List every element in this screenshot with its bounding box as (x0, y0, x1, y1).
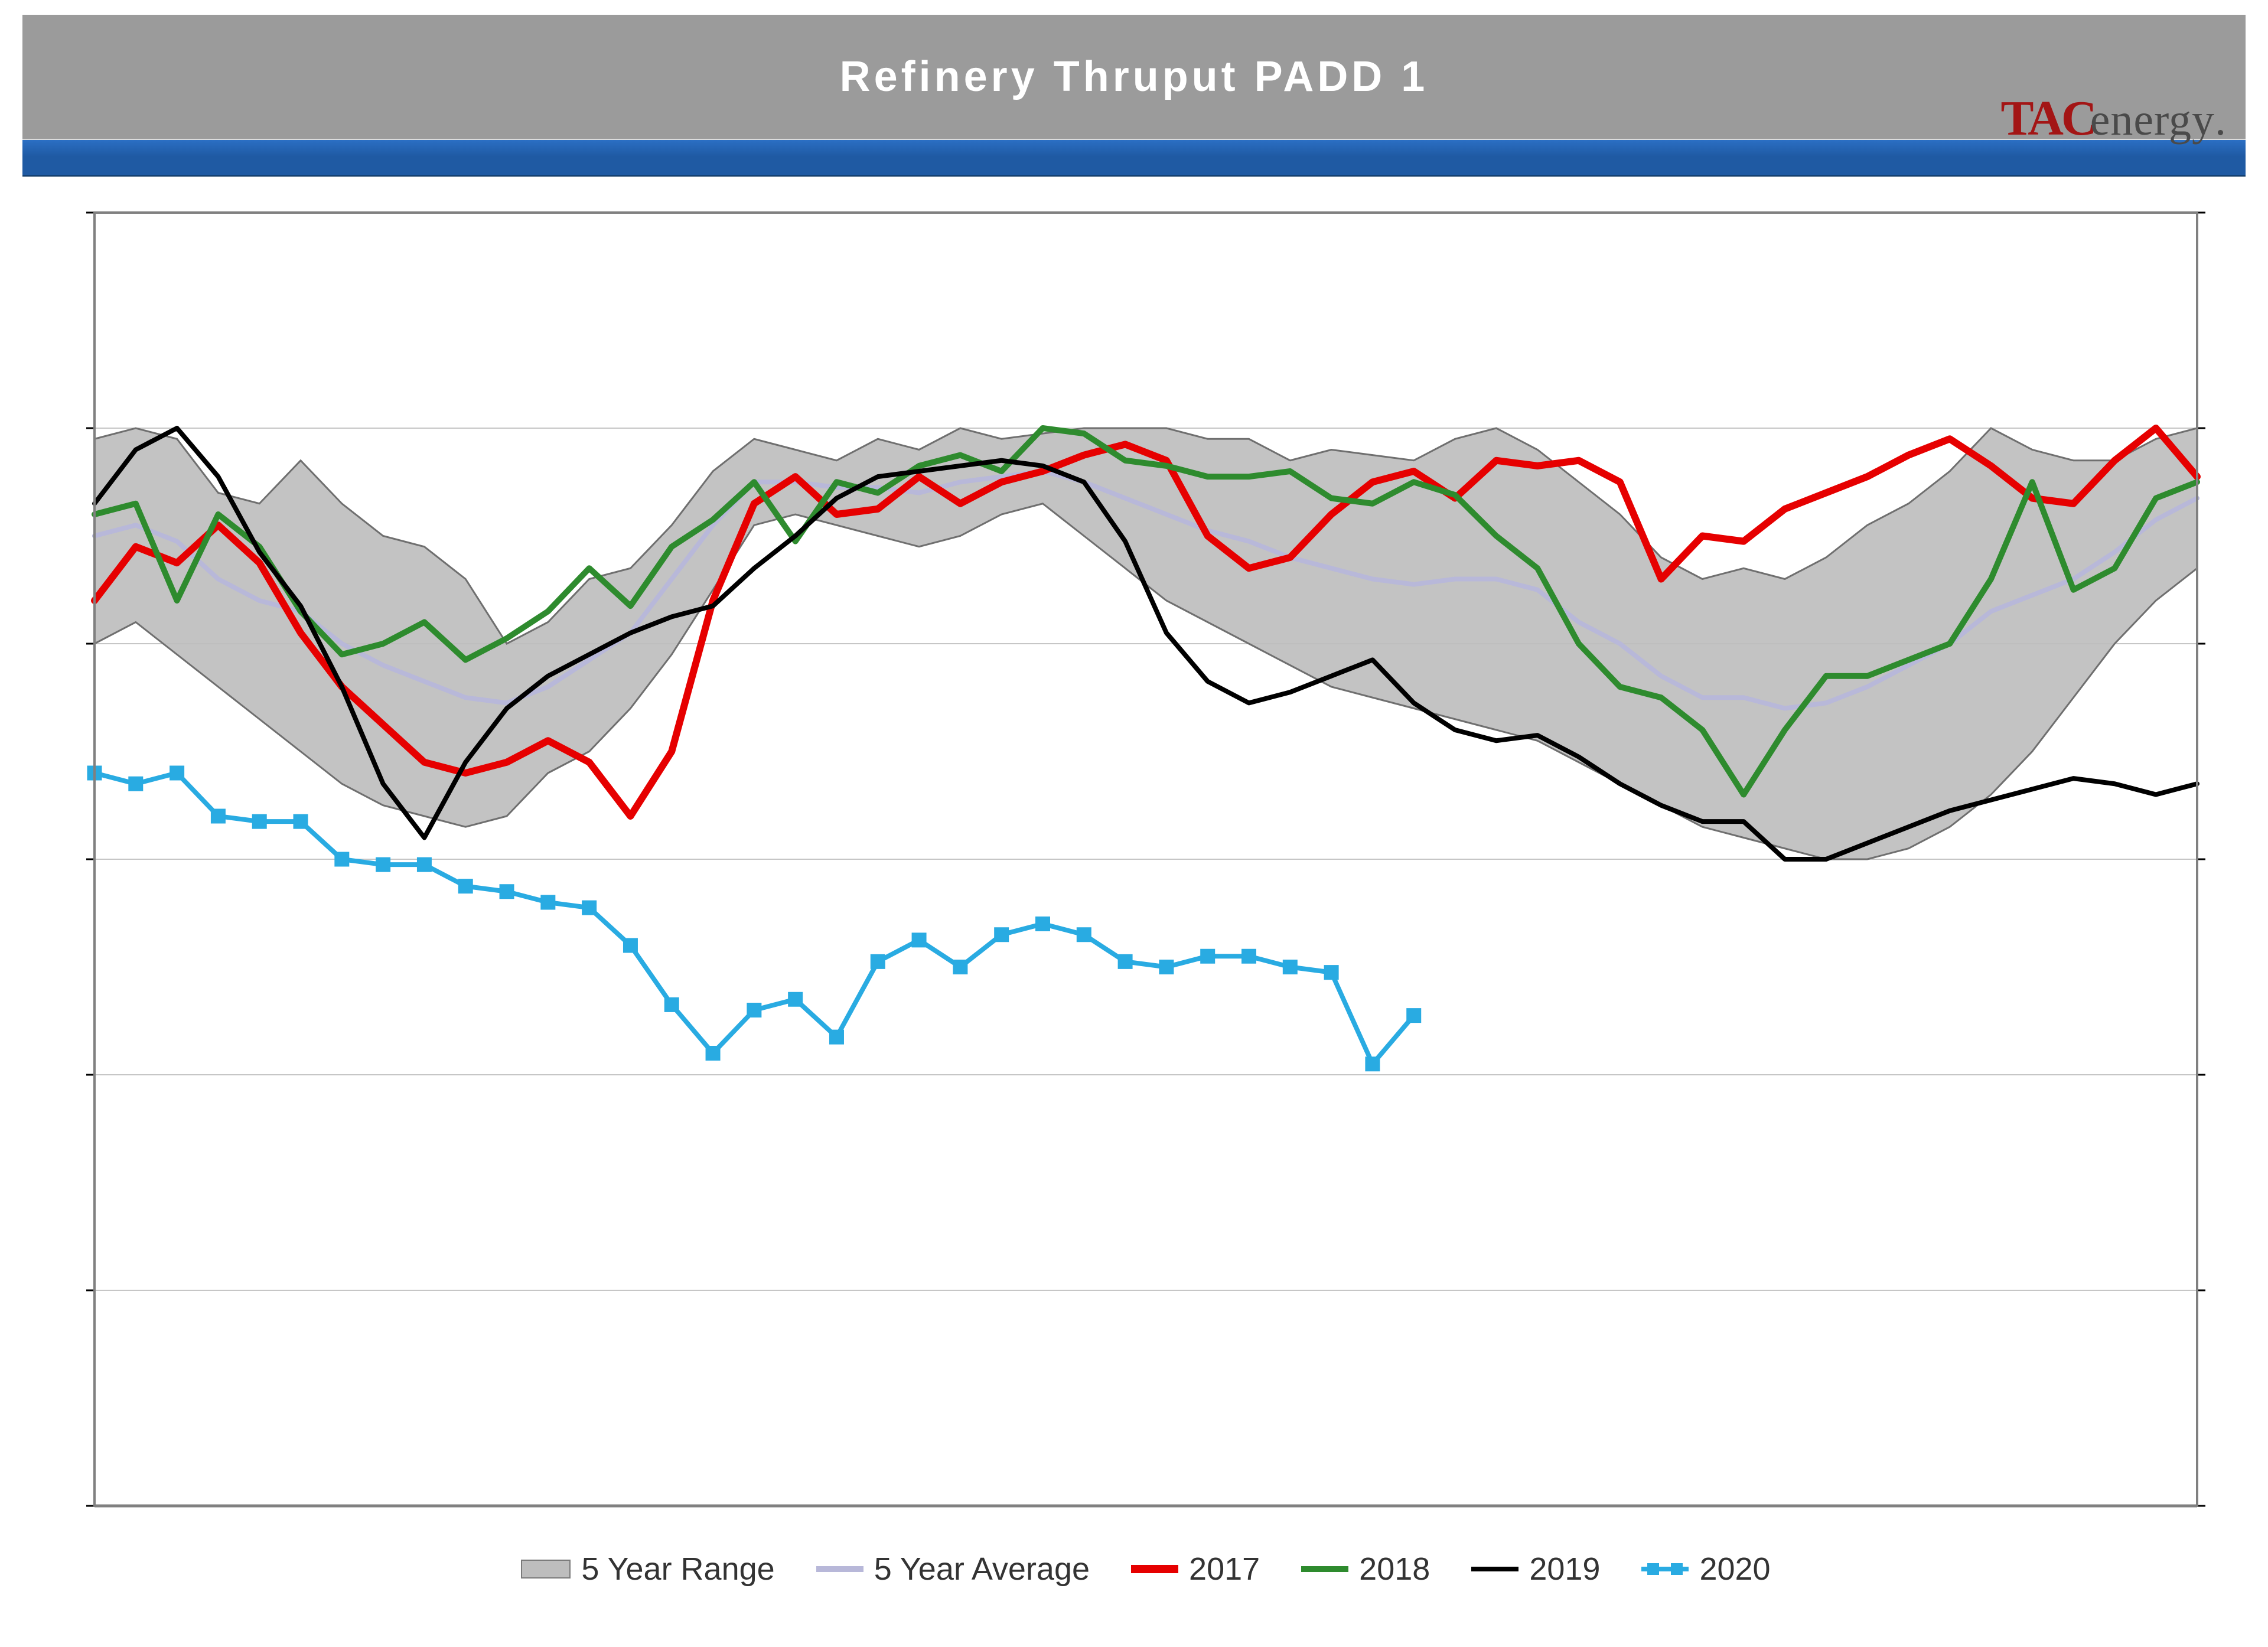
legend-swatch-range (521, 1560, 571, 1578)
legend-label: 2018 (1359, 1551, 1430, 1587)
logo-tac: TAC (2000, 90, 2094, 147)
legend-item-2018: 2018 (1301, 1551, 1430, 1587)
legend-swatch-line (1301, 1566, 1348, 1572)
plot-area: 5 Year Range 5 Year Average 2017 2018 20… (71, 207, 2221, 1594)
legend-swatch-line (1131, 1565, 1178, 1573)
legend-label: 2017 (1189, 1551, 1260, 1587)
legend-swatch-line (816, 1566, 863, 1572)
legend-label: 5 Year Average (874, 1551, 1090, 1587)
logo-dot: . (2215, 94, 2227, 146)
chart-title: Refinery Thruput PADD 1 (22, 15, 2246, 139)
legend-item-2017: 2017 (1131, 1551, 1260, 1587)
chart-frame: Refinery Thruput PADD 1 TACenergy. 5 Yea… (0, 0, 2268, 1647)
header-band: Refinery Thruput PADD 1 (22, 15, 2246, 139)
legend-item-2020: 2020 (1641, 1551, 1770, 1587)
logo-energy: energy (2090, 94, 2215, 146)
legend-item-2019: 2019 (1471, 1551, 1600, 1587)
legend: 5 Year Range 5 Year Average 2017 2018 20… (71, 1551, 2221, 1587)
accent-band (22, 139, 2246, 177)
legend-label: 5 Year Range (581, 1551, 774, 1587)
legend-label: 2019 (1529, 1551, 1600, 1587)
chart-svg (71, 207, 2221, 1594)
legend-label: 2020 (1699, 1551, 1770, 1587)
legend-item-avg: 5 Year Average (816, 1551, 1090, 1587)
legend-item-range: 5 Year Range (521, 1551, 774, 1587)
tac-energy-logo: TACenergy. (2000, 90, 2227, 147)
legend-swatch-marker (1641, 1567, 1689, 1571)
legend-swatch-line (1471, 1567, 1518, 1571)
